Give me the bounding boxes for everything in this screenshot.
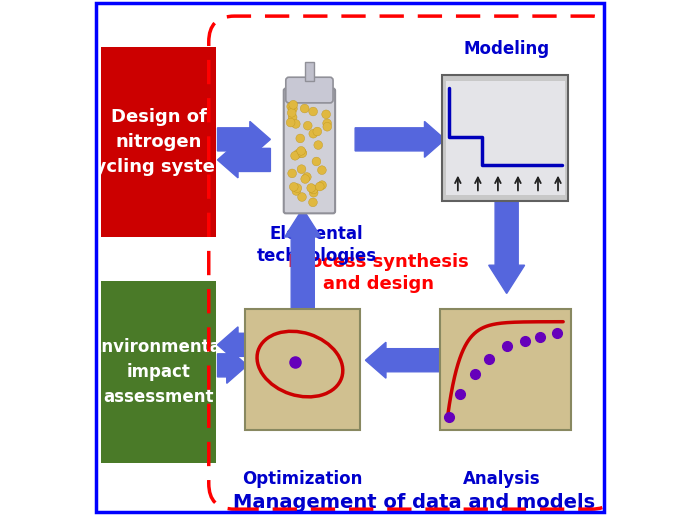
FancyBboxPatch shape <box>245 309 360 430</box>
Circle shape <box>286 118 295 127</box>
FancyBboxPatch shape <box>445 81 565 195</box>
Circle shape <box>298 165 306 174</box>
Circle shape <box>288 109 296 117</box>
Circle shape <box>314 141 323 149</box>
Polygon shape <box>489 191 524 294</box>
Circle shape <box>293 184 302 193</box>
Circle shape <box>323 123 332 131</box>
Text: Modeling: Modeling <box>463 41 550 59</box>
Polygon shape <box>218 122 270 158</box>
Circle shape <box>302 173 312 181</box>
Circle shape <box>323 119 332 128</box>
Text: Management of data and models: Management of data and models <box>233 493 595 512</box>
Polygon shape <box>365 342 445 378</box>
Polygon shape <box>218 348 247 383</box>
FancyBboxPatch shape <box>101 47 216 237</box>
Circle shape <box>292 186 301 195</box>
Circle shape <box>316 182 324 191</box>
Circle shape <box>318 166 326 175</box>
Circle shape <box>288 113 297 122</box>
Circle shape <box>290 151 300 160</box>
Text: Environmental
impact
assessment: Environmental impact assessment <box>90 338 227 406</box>
Circle shape <box>309 188 318 197</box>
Circle shape <box>301 175 309 183</box>
Text: Design of
nitrogen
cycling system: Design of nitrogen cycling system <box>84 108 234 176</box>
Circle shape <box>309 198 317 207</box>
Circle shape <box>300 104 309 113</box>
FancyBboxPatch shape <box>442 75 568 201</box>
Circle shape <box>312 157 321 166</box>
FancyBboxPatch shape <box>284 89 335 213</box>
FancyBboxPatch shape <box>440 309 571 430</box>
Circle shape <box>293 149 302 158</box>
Circle shape <box>309 129 318 138</box>
Circle shape <box>322 110 330 118</box>
Circle shape <box>287 102 295 111</box>
Circle shape <box>298 149 307 158</box>
FancyBboxPatch shape <box>304 62 314 81</box>
Circle shape <box>296 134 304 143</box>
Circle shape <box>289 100 298 109</box>
Polygon shape <box>285 209 321 314</box>
Circle shape <box>288 105 298 113</box>
Circle shape <box>318 181 326 190</box>
Circle shape <box>289 182 298 191</box>
Circle shape <box>307 184 316 193</box>
Text: Elemental
technologies: Elemental technologies <box>257 225 377 265</box>
Text: Analysis: Analysis <box>463 470 540 488</box>
Polygon shape <box>218 327 247 363</box>
Polygon shape <box>218 142 270 178</box>
Circle shape <box>313 127 322 136</box>
Circle shape <box>309 107 318 116</box>
Text: Optimization: Optimization <box>243 470 363 488</box>
Circle shape <box>298 193 307 201</box>
FancyBboxPatch shape <box>101 281 216 463</box>
Text: Process synthesis
and design: Process synthesis and design <box>288 253 468 293</box>
FancyBboxPatch shape <box>286 77 333 103</box>
Circle shape <box>303 122 312 130</box>
Circle shape <box>291 119 300 128</box>
Circle shape <box>297 146 305 155</box>
Circle shape <box>288 169 297 178</box>
Circle shape <box>298 148 307 157</box>
Circle shape <box>309 185 318 194</box>
Polygon shape <box>355 122 445 158</box>
